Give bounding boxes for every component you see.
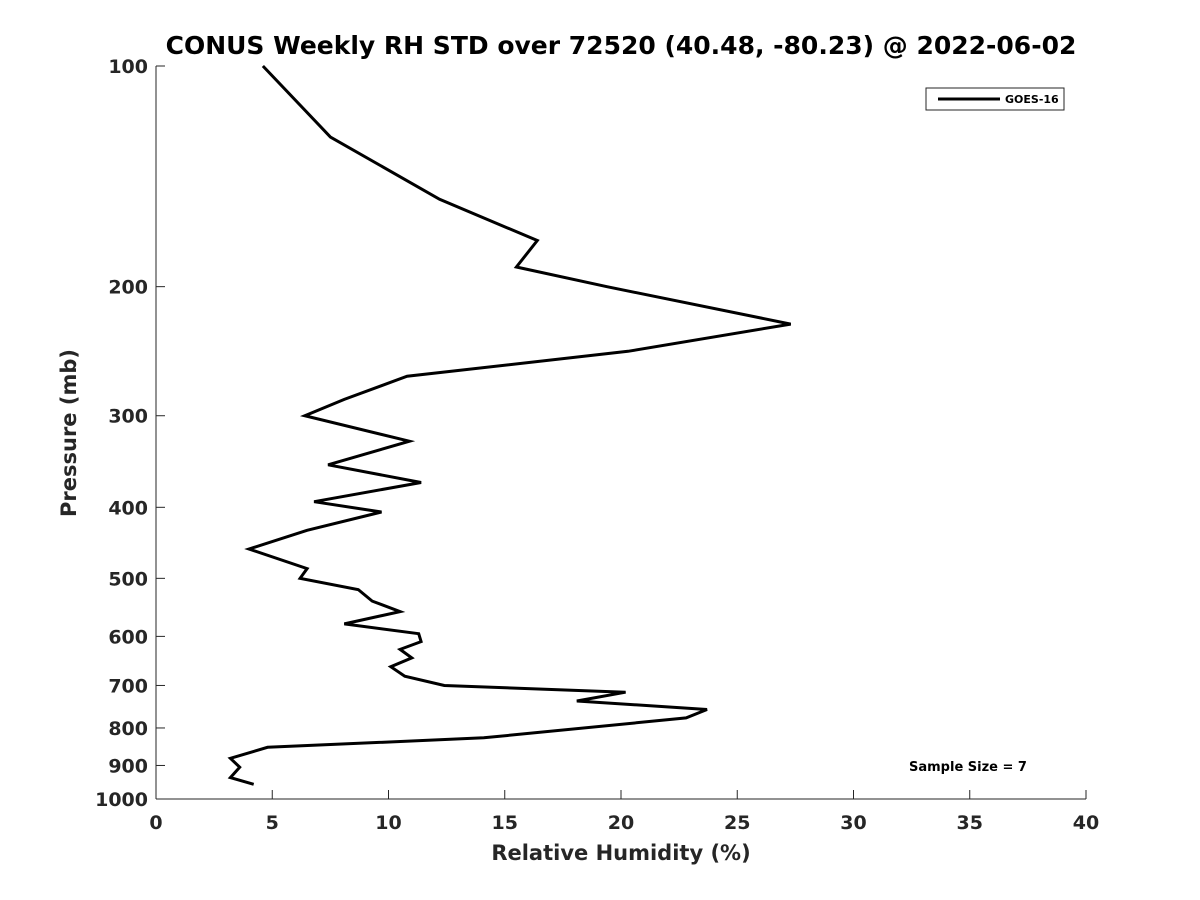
y-tick-label: 600 xyxy=(108,626,148,648)
y-axis-label: Pressure (mb) xyxy=(57,349,81,517)
x-tick-label: 5 xyxy=(266,812,279,834)
y-tick-label: 300 xyxy=(108,406,148,428)
legend: GOES-16 xyxy=(925,87,1065,111)
x-tick-label: 30 xyxy=(840,812,866,834)
x-tick-label: 10 xyxy=(375,812,401,834)
plot-area: 0 5 10 15 20 25 30 35 40 100 200 300 400 500 600 700 800… xyxy=(95,56,1099,834)
series-line-goes-16 xyxy=(227,64,791,786)
x-tick-label: 15 xyxy=(492,812,518,834)
x-tick-label: 40 xyxy=(1073,812,1099,834)
x-axis-label: Relative Humidity (%) xyxy=(491,841,750,865)
x-tick-label: 20 xyxy=(608,812,634,834)
y-tick-label: 100 xyxy=(108,56,148,78)
y-tick-label: 500 xyxy=(108,568,148,590)
x-tick-label: 35 xyxy=(957,812,983,834)
y-tick-label: 200 xyxy=(108,277,148,299)
sample-size-annotation: Sample Size = 7 xyxy=(909,760,1027,775)
legend-entry-goes-16: GOES-16 xyxy=(1005,93,1059,106)
y-tick-label: 1000 xyxy=(95,789,148,811)
y-tick-label: 700 xyxy=(108,675,148,697)
chart-title: CONUS Weekly RH STD over 72520 (40.48, -… xyxy=(166,31,1077,60)
x-tick-label: 0 xyxy=(149,812,162,834)
y-tick-label: 900 xyxy=(108,755,148,777)
x-tick-label: 25 xyxy=(724,812,750,834)
y-tick-label: 800 xyxy=(108,718,148,740)
y-tick-label: 400 xyxy=(108,497,148,519)
